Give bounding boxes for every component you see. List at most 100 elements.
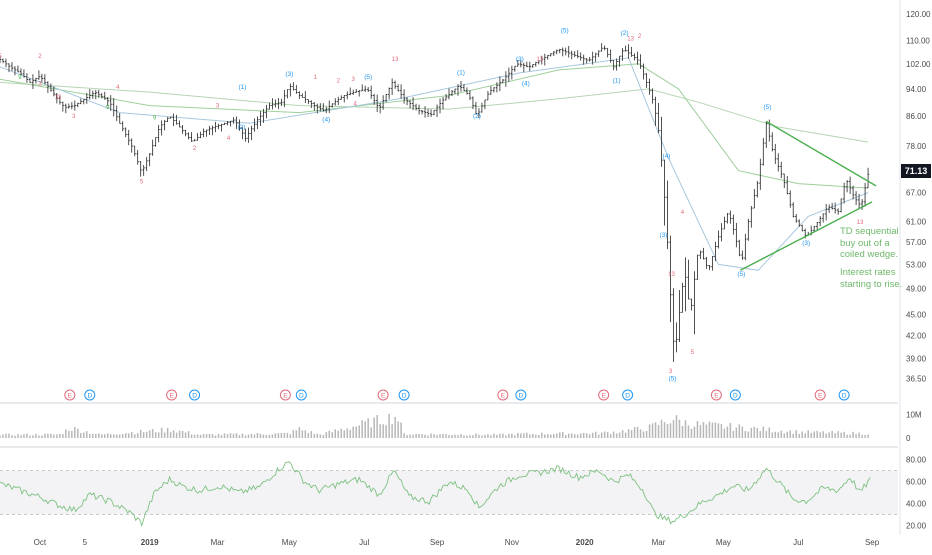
td-count-label: 13 <box>857 220 864 226</box>
td-count-label: 4 <box>681 210 685 216</box>
dividend-marker[interactable]: D <box>838 389 850 401</box>
wave-label: (4) <box>663 153 671 160</box>
moving-average-line <box>0 57 869 271</box>
marker-letter: E <box>283 393 288 400</box>
td-count-label: 2 <box>193 146 197 152</box>
moving-average-line <box>0 63 869 189</box>
td-count-label: 3 <box>38 82 42 88</box>
marker-circle <box>398 389 410 401</box>
earnings-marker[interactable]: E <box>64 389 76 401</box>
td-count-label: 13 <box>392 57 399 63</box>
marker-circle <box>814 389 826 401</box>
td-count-label: 3 <box>352 77 356 83</box>
price-tick-label: 42.00 <box>906 332 927 341</box>
time-tick-label: 2019 <box>141 538 159 547</box>
dividend-marker[interactable]: D <box>515 389 527 401</box>
wedge-trendlines[interactable] <box>740 120 877 271</box>
volume-pane <box>0 413 869 438</box>
earnings-marker[interactable]: E <box>814 389 826 401</box>
marker-circle <box>729 389 741 401</box>
marker-circle <box>166 389 178 401</box>
marker-letter: D <box>402 393 407 400</box>
td-count-label: 13 <box>536 57 543 63</box>
earnings-marker[interactable]: E <box>497 389 509 401</box>
td-count-label: 4 <box>354 102 358 108</box>
marker-circle <box>598 389 610 401</box>
time-tick-label: Jul <box>359 538 369 547</box>
rsi-tick-label: 80.00 <box>906 456 927 465</box>
rsi-line <box>0 461 871 528</box>
td-count-label: 5 <box>140 180 144 186</box>
marker-letter: D <box>733 393 738 400</box>
price-tick-label: 45.00 <box>906 311 927 320</box>
annotation-line: Interest rates <box>840 267 896 278</box>
wave-label: (3) <box>516 56 524 63</box>
rsi-band <box>0 470 898 515</box>
rsi-pane <box>0 461 898 528</box>
marker-circle <box>377 389 389 401</box>
price-tick-label: 61.00 <box>906 217 927 226</box>
td-count-label: 1 <box>314 75 318 81</box>
td-count-label: 3 <box>669 369 673 375</box>
dividend-marker[interactable]: D <box>295 389 307 401</box>
marker-letter: E <box>68 393 73 400</box>
td-count-label: 3 <box>72 114 76 120</box>
earnings-marker[interactable]: E <box>598 389 610 401</box>
trendline <box>740 201 873 271</box>
rsi-tick-label: 60.00 <box>906 478 927 487</box>
td-count-label: 9 <box>18 75 22 81</box>
time-tick-label: 2020 <box>576 538 594 547</box>
marker-letter: D <box>299 393 304 400</box>
wave-label: (5) <box>763 104 771 111</box>
time-tick-label: May <box>716 538 731 547</box>
wave-label: (1) <box>238 84 246 91</box>
earnings-marker[interactable]: E <box>279 389 291 401</box>
marker-circle <box>515 389 527 401</box>
marker-letter: E <box>381 393 386 400</box>
price-tick-label: 57.00 <box>906 238 927 247</box>
td-count-label: 3 <box>216 103 220 109</box>
marker-letter: E <box>714 393 719 400</box>
volume-tick-label: 0 <box>906 434 911 443</box>
dividend-marker[interactable]: D <box>84 389 96 401</box>
price-tick-label: 86.00 <box>906 112 927 121</box>
price-tick-label: 120.00 <box>906 10 931 19</box>
price-tick-label: 110.00 <box>906 37 930 46</box>
price-tick-label: 67.00 <box>906 189 927 198</box>
annotation-line: coiled wedge. <box>840 249 899 260</box>
marker-letter: D <box>192 393 197 400</box>
marker-circle <box>497 389 509 401</box>
price-axis[interactable]: 120.00110.00102.0094.0086.0078.0072.0067… <box>906 10 931 530</box>
grid-lines <box>0 0 901 535</box>
dividend-marker[interactable]: D <box>729 389 741 401</box>
time-tick-label: Nov <box>505 538 519 547</box>
price-tick-label: 102.00 <box>906 60 931 69</box>
marker-letter: E <box>501 393 506 400</box>
time-tick-label: Jul <box>793 538 803 547</box>
time-axis[interactable]: Oct 5 2019 Mar May Jul Sep Nov 2020 Mar May Jul Sep <box>34 538 880 547</box>
price-tick-label: 53.00 <box>906 260 927 269</box>
last-price-label: 71.13 <box>901 164 931 178</box>
wave-label: (2) <box>473 113 481 120</box>
dividend-marker[interactable]: D <box>622 389 634 401</box>
dividend-marker[interactable]: D <box>189 389 201 401</box>
price-tick-label: 39.00 <box>906 354 927 363</box>
earnings-marker[interactable]: E <box>710 389 722 401</box>
marker-letter: D <box>625 393 630 400</box>
earnings-marker[interactable]: E <box>166 389 178 401</box>
dividend-marker[interactable]: D <box>398 389 410 401</box>
wave-label: (2) <box>621 30 629 37</box>
marker-circle <box>279 389 291 401</box>
td-count-label: 4 <box>227 136 231 142</box>
td-count-label: 9 <box>106 105 110 111</box>
moving-average-line <box>0 81 869 143</box>
wave-label: (4) <box>522 81 530 88</box>
time-tick-label: 5 <box>83 538 88 547</box>
earnings-marker[interactable]: E <box>377 389 389 401</box>
td-count-label: 13 <box>627 37 634 43</box>
annotation-line: starting to rise. <box>840 278 903 290</box>
marker-letter: E <box>169 393 174 400</box>
